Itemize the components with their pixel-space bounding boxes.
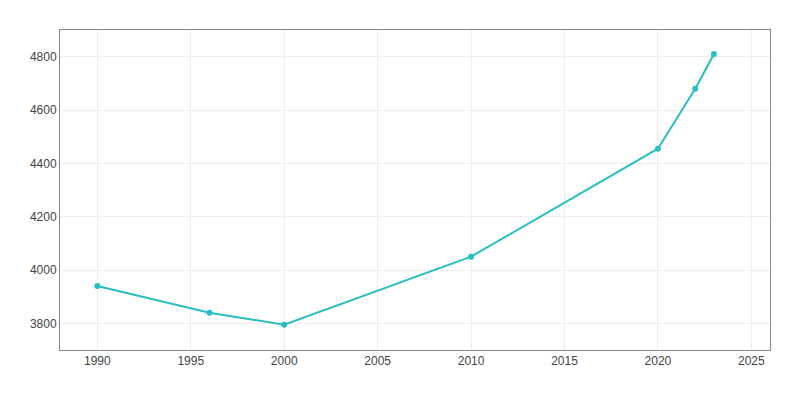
svg-text:2025: 2025 xyxy=(738,354,765,368)
svg-text:2005: 2005 xyxy=(364,354,391,368)
svg-text:4000: 4000 xyxy=(30,263,57,277)
svg-text:4200: 4200 xyxy=(30,210,57,224)
svg-text:1995: 1995 xyxy=(177,354,204,368)
svg-text:2010: 2010 xyxy=(458,354,485,368)
svg-text:3800: 3800 xyxy=(30,317,57,331)
svg-text:4800: 4800 xyxy=(30,50,57,64)
svg-text:4400: 4400 xyxy=(30,157,57,171)
svg-text:2020: 2020 xyxy=(645,354,672,368)
svg-text:4600: 4600 xyxy=(30,103,57,117)
svg-text:1990: 1990 xyxy=(84,354,111,368)
svg-text:2015: 2015 xyxy=(551,354,578,368)
svg-text:2000: 2000 xyxy=(271,354,298,368)
